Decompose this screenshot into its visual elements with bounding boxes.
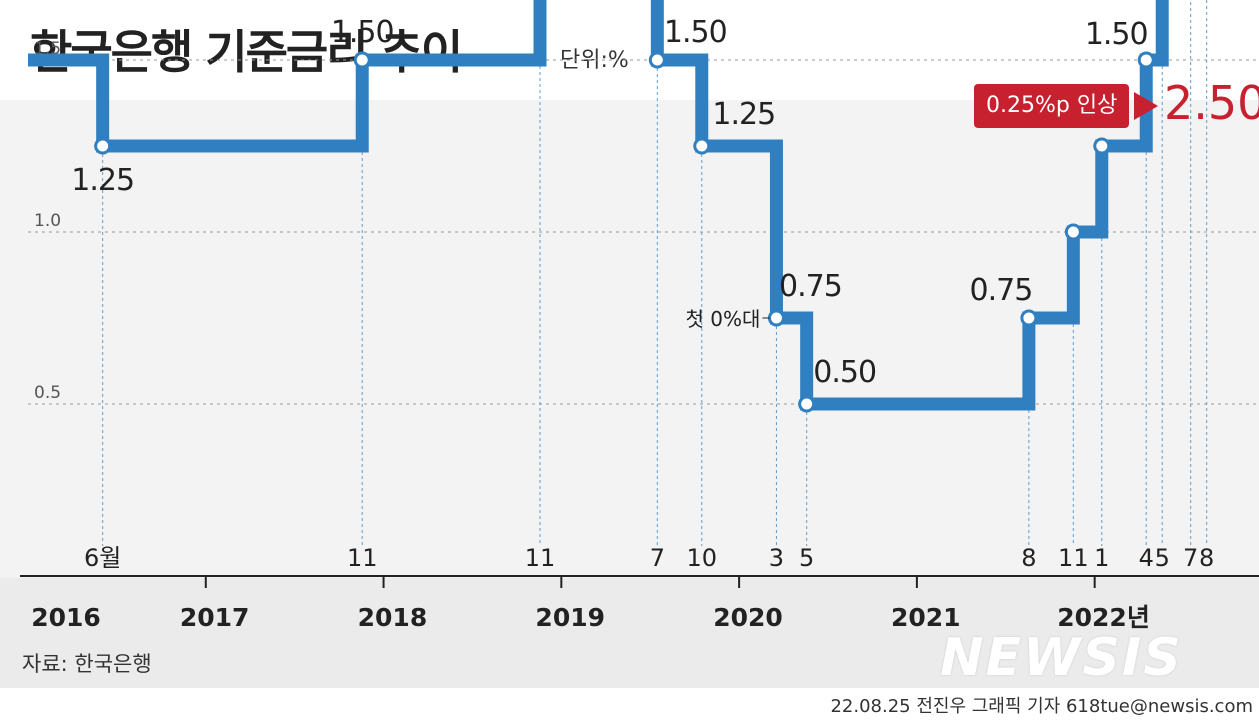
rate-point-marker — [1093, 137, 1111, 155]
title-bar: 한국은행 기준금리 추이 단위:% — [0, 0, 1259, 100]
rate-step-line — [28, 0, 1169, 411]
year-label: 2021 — [891, 603, 961, 632]
rate-point-marker — [353, 51, 371, 69]
y-tick-label: 0.5 — [34, 383, 61, 403]
month-label: 7 — [650, 544, 665, 572]
source-label: 자료: 한국은행 — [22, 652, 152, 676]
rate-point-marker — [1137, 51, 1155, 69]
rate-value-label: 0.75 — [969, 273, 1032, 308]
month-label: 6월 — [84, 544, 121, 572]
rate-chart: 0.51.01.52.02.52016201720182019202020212… — [0, 0, 1259, 632]
rate-value-label: 1.50 — [664, 15, 727, 50]
month-label: 7 — [1183, 544, 1198, 572]
month-label: 10 — [687, 544, 718, 572]
rate-point-marker — [648, 51, 666, 69]
hike-arrow-icon — [1134, 92, 1158, 120]
month-label: 8 — [1199, 544, 1214, 572]
y-tick-label: 1.0 — [34, 211, 61, 231]
credit-line: 22.08.25 전진우 그래픽 기자 618tue@newsis.com — [830, 696, 1253, 717]
rate-point-marker — [767, 309, 785, 327]
first-zero-annotation: 첫 0%대 — [686, 307, 761, 331]
month-label: 11 — [525, 544, 556, 572]
year-label: 2019 — [535, 603, 605, 632]
year-label: 2022년 — [1057, 603, 1150, 632]
rate-value-label: 0.75 — [779, 269, 842, 304]
hike-value: 2.50 — [1164, 76, 1259, 130]
rate-value-label: 1.25 — [712, 97, 775, 132]
year-label: 2018 — [358, 603, 428, 632]
month-label: 8 — [1021, 544, 1036, 572]
month-label: 3 — [769, 544, 784, 572]
newsis-logo: NEWSIS — [940, 628, 1183, 688]
rate-value-label: 1.50 — [1085, 17, 1148, 52]
rate-point-marker — [94, 137, 112, 155]
rate-point-marker — [693, 137, 711, 155]
rate-point-marker — [1020, 309, 1038, 327]
plot-background — [0, 100, 1259, 578]
month-label: 5 — [799, 544, 814, 572]
rate-value-label: 0.50 — [813, 355, 876, 390]
rate-point-marker — [798, 395, 816, 413]
footer: 22.08.25 전진우 그래픽 기자 618tue@newsis.com — [0, 688, 1259, 720]
rate-value-label: 1.25 — [71, 163, 134, 198]
month-label: 11 — [347, 544, 378, 572]
rate-value-label: 1.50 — [331, 15, 394, 50]
month-label: 1 — [1094, 544, 1109, 572]
month-label: 5 — [1155, 544, 1170, 572]
year-label: 2020 — [713, 603, 783, 632]
hike-badge: 0.25%p 인상 — [974, 84, 1130, 128]
year-label: 2016 — [31, 603, 101, 632]
month-label: 11 — [1058, 544, 1089, 572]
month-label: 4 — [1139, 544, 1154, 572]
rate-point-marker — [1064, 223, 1082, 241]
year-label: 2017 — [180, 603, 250, 632]
